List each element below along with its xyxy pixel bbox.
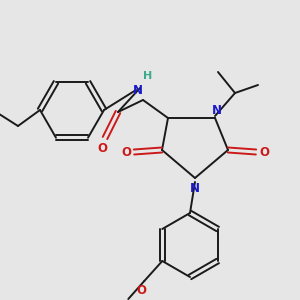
Text: O: O <box>136 284 146 298</box>
Text: O: O <box>259 146 269 158</box>
Text: H: H <box>143 71 153 81</box>
Text: O: O <box>121 146 131 158</box>
Text: N: N <box>212 103 222 116</box>
Text: N: N <box>190 182 200 194</box>
Text: O: O <box>97 142 107 154</box>
Text: N: N <box>133 83 143 97</box>
